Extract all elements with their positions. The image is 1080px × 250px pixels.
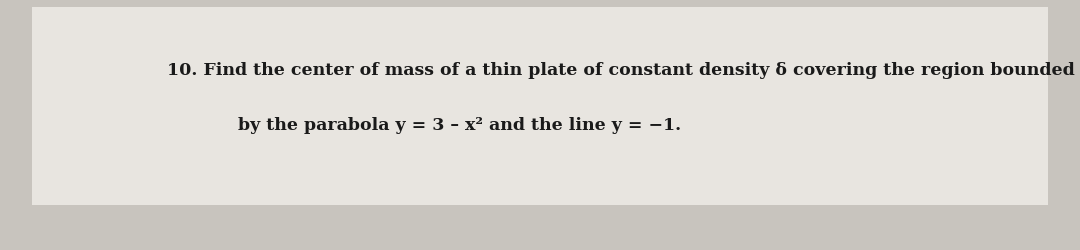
Text: 10. Find the center of mass of a thin plate of constant density δ covering the r: 10. Find the center of mass of a thin pl… bbox=[167, 62, 1076, 78]
Text: by the parabola y = 3 – x² and the line y = −1.: by the parabola y = 3 – x² and the line … bbox=[238, 116, 680, 134]
FancyBboxPatch shape bbox=[32, 8, 1048, 205]
